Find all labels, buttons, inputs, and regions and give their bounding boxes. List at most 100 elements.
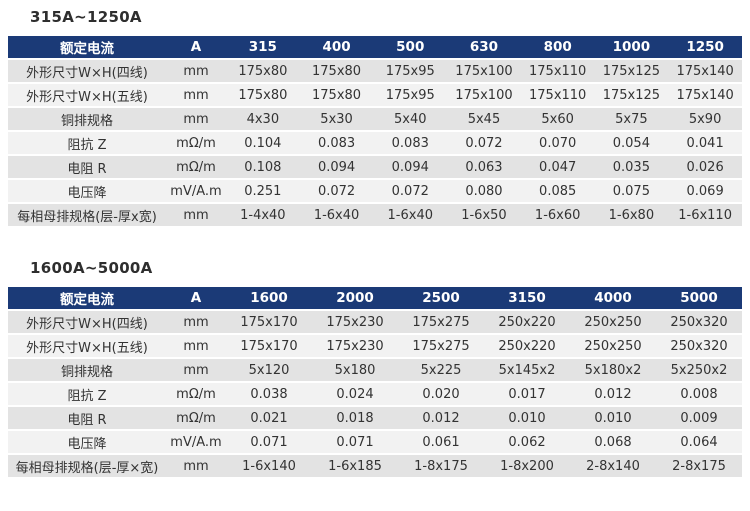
row-unit: mm — [166, 358, 226, 383]
header-current-2500: 2500 — [398, 287, 484, 311]
row-label: 每相母排规格(层-厚x宽) — [8, 203, 166, 228]
cell-value: 175x170 — [226, 310, 312, 335]
cell-value: 5x120 — [226, 358, 312, 383]
cell-value: 175x95 — [373, 59, 448, 84]
header-current-630: 630 — [447, 36, 521, 60]
row-unit: mV/A.m — [166, 179, 226, 204]
row-unit: mm — [166, 334, 226, 359]
spec-table-1600a-5000a: 额定电流 A 1600 2000 2500 3150 4000 5000 外形尺寸W×H(四线)… — [8, 287, 742, 479]
cell-value: 175x275 — [398, 310, 484, 335]
cell-value: 250x320 — [656, 334, 742, 359]
table-row: 每相母排规格(层-厚x宽) mm 1-4x40 1-6x40 1-6x40 1-6x50 1… — [8, 203, 742, 228]
cell-value: 2-8x140 — [570, 454, 656, 479]
cell-value: 5x250x2 — [656, 358, 742, 383]
cell-value: 0.083 — [299, 131, 374, 156]
row-label: 电阻 R — [8, 406, 166, 431]
cell-value: 5x180x2 — [570, 358, 656, 383]
cell-value: 0.070 — [520, 131, 595, 156]
table-row: 外形尺寸W×H(五线) mm 175x80 175x80 175x95 175x100 17… — [8, 83, 742, 108]
cell-value: 0.010 — [484, 406, 570, 431]
cell-value: 250x320 — [656, 310, 742, 335]
cell-value: 250x250 — [570, 334, 656, 359]
cell-value: 175x80 — [299, 59, 374, 84]
cell-value: 1-6x185 — [312, 454, 398, 479]
row-unit: mm — [166, 203, 226, 228]
header-current-800: 800 — [520, 36, 595, 60]
row-label: 外形尺寸W×H(五线) — [8, 83, 166, 108]
cell-value: 175x170 — [226, 334, 312, 359]
cell-value: 0.018 — [312, 406, 398, 431]
row-unit: mV/A.m — [166, 430, 226, 455]
cell-value: 1-6x40 — [373, 203, 448, 228]
table-row: 铜排规格 mm 4x30 5x30 5x40 5x45 5x60 5x75 5x90 — [8, 107, 742, 132]
header-current-1250: 1250 — [668, 36, 742, 60]
cell-value: 0.041 — [668, 131, 742, 156]
cell-value: 175x100 — [447, 59, 521, 84]
row-label: 阻抗 Z — [8, 131, 166, 156]
table-row: 每相母排规格(层-厚×宽) mm 1-6x140 1-6x185 1-8x175 1-8x… — [8, 454, 742, 479]
cell-value: 1-6x50 — [447, 203, 521, 228]
row-label: 铜排规格 — [8, 107, 166, 132]
row-unit: mm — [166, 107, 226, 132]
cell-value: 1-6x60 — [520, 203, 595, 228]
spec-table-315a-1250a: 额定电流 A 315 400 500 630 800 1000 1250 外形尺寸W×H(四线) m… — [8, 36, 742, 228]
row-label: 外形尺寸W×H(四线) — [8, 310, 166, 335]
cell-value: 250x250 — [570, 310, 656, 335]
cell-value: 0.009 — [656, 406, 742, 431]
cell-value: 175x110 — [520, 59, 595, 84]
header-rated-current: 额定电流 — [8, 36, 166, 60]
row-unit: mΩ/m — [166, 406, 226, 431]
row-label: 电阻 R — [8, 155, 166, 180]
cell-value: 4x30 — [226, 107, 300, 132]
cell-value: 0.035 — [594, 155, 669, 180]
cell-value: 0.071 — [312, 430, 398, 455]
row-label: 电压降 — [8, 430, 166, 455]
cell-value: 0.061 — [398, 430, 484, 455]
cell-value: 0.062 — [484, 430, 570, 455]
table-row: 电压降 mV/A.m 0.251 0.072 0.072 0.080 0.085 0.075 0… — [8, 179, 742, 204]
row-label: 每相母排规格(层-厚×宽) — [8, 454, 166, 479]
cell-value: 175x140 — [668, 59, 742, 84]
header-current-1000: 1000 — [594, 36, 669, 60]
cell-value: 0.080 — [447, 179, 521, 204]
cell-value: 5x60 — [520, 107, 595, 132]
rating-section-1600a-5000a: 1600A~5000A 额定电流 A 1600 2000 2500 3150 4000 500… — [0, 228, 750, 479]
table-row: 外形尺寸W×H(五线) mm 175x170 175x230 175x275 250x22… — [8, 334, 742, 359]
cell-value: 175x230 — [312, 334, 398, 359]
cell-value: 0.072 — [447, 131, 521, 156]
cell-value: 250x220 — [484, 310, 570, 335]
cell-value: 175x80 — [226, 59, 300, 84]
cell-value: 0.012 — [398, 406, 484, 431]
cell-value: 5x145x2 — [484, 358, 570, 383]
cell-value: 1-8x200 — [484, 454, 570, 479]
cell-value: 0.069 — [668, 179, 742, 204]
cell-value: 175x100 — [447, 83, 521, 108]
header-current-5000: 5000 — [656, 287, 742, 311]
cell-value: 0.072 — [373, 179, 448, 204]
cell-value: 0.008 — [656, 382, 742, 407]
table-row: 电压降 mV/A.m 0.071 0.071 0.061 0.062 0.068 0.064 — [8, 430, 742, 455]
cell-value: 0.054 — [594, 131, 669, 156]
cell-value: 1-4x40 — [226, 203, 300, 228]
row-label: 外形尺寸W×H(四线) — [8, 59, 166, 84]
cell-value: 0.017 — [484, 382, 570, 407]
cell-value: 0.024 — [312, 382, 398, 407]
cell-value: 0.063 — [447, 155, 521, 180]
cell-value: 0.020 — [398, 382, 484, 407]
cell-value: 0.068 — [570, 430, 656, 455]
row-unit: mΩ/m — [166, 131, 226, 156]
table-row: 铜排规格 mm 5x120 5x180 5x225 5x145x2 5x180x2 5x250… — [8, 358, 742, 383]
cell-value: 0.075 — [594, 179, 669, 204]
cell-value: 0.010 — [570, 406, 656, 431]
header-row: 额定电流 A 315 400 500 630 800 1000 1250 — [8, 36, 742, 60]
cell-value: 2-8x175 — [656, 454, 742, 479]
cell-value: 1-6x140 — [226, 454, 312, 479]
row-unit: mm — [166, 59, 226, 84]
cell-value: 5x30 — [299, 107, 374, 132]
cell-value: 175x125 — [594, 59, 669, 84]
cell-value: 0.021 — [226, 406, 312, 431]
cell-value: 175x140 — [668, 83, 742, 108]
